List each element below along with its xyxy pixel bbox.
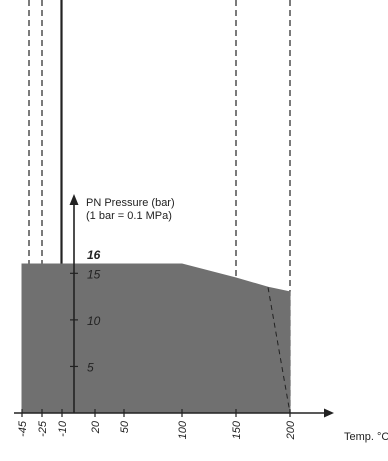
x-tick-label: 50 — [119, 420, 131, 433]
y-tick-label: 10 — [87, 314, 101, 328]
max-pressure-label: 16 — [87, 248, 101, 262]
y-axis-arrow — [69, 194, 79, 205]
x-tick-label: 150 — [231, 420, 243, 439]
y-axis-label-line1: PN Pressure (bar) — [86, 197, 175, 209]
y-tick-label: 15 — [87, 267, 101, 281]
x-axis-arrow — [324, 408, 334, 418]
x-tick-label: 20 — [90, 420, 102, 434]
y-tick-label: 5 — [87, 360, 94, 374]
y-ticks: 5 10 15 — [70, 267, 101, 374]
x-tick-label: 200 — [285, 420, 297, 440]
dashed-boundary-line — [267, 287, 291, 414]
x-tick-label: -45 — [17, 420, 29, 437]
x-axis-label: Temp. °C — [344, 431, 388, 443]
x-tick-label: -10 — [57, 420, 69, 437]
pressure-area — [21, 263, 291, 414]
x-tick-label: -25 — [37, 420, 49, 437]
x-ticks: -45 -25 -10 20 50 100 150 200 — [17, 409, 297, 440]
y-axis-label-line2: (1 bar = 0.1 MPa) — [86, 210, 172, 222]
x-tick-label: 100 — [177, 420, 189, 439]
